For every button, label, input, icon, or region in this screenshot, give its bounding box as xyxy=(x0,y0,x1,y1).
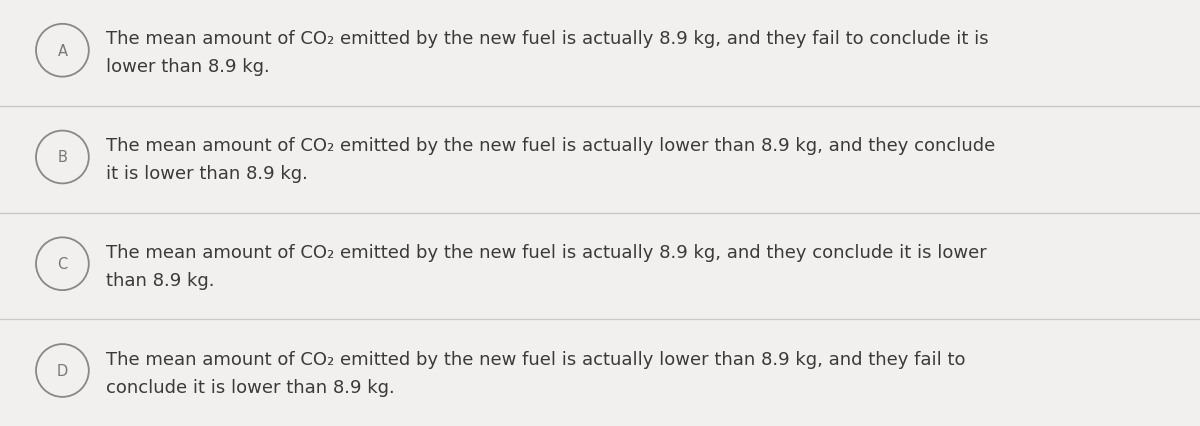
Text: than 8.9 kg.: than 8.9 kg. xyxy=(106,271,214,289)
Text: lower than 8.9 kg.: lower than 8.9 kg. xyxy=(106,58,269,76)
Text: C: C xyxy=(58,256,67,272)
Text: A: A xyxy=(58,43,67,59)
Text: The mean amount of CO₂ emitted by the new fuel is actually 8.9 kg, and they fail: The mean amount of CO₂ emitted by the ne… xyxy=(106,30,989,48)
Text: B: B xyxy=(58,150,67,165)
Text: The mean amount of CO₂ emitted by the new fuel is actually lower than 8.9 kg, an: The mean amount of CO₂ emitted by the ne… xyxy=(106,137,995,155)
Text: D: D xyxy=(56,363,68,378)
Text: The mean amount of CO₂ emitted by the new fuel is actually 8.9 kg, and they conc: The mean amount of CO₂ emitted by the ne… xyxy=(106,243,986,261)
Text: The mean amount of CO₂ emitted by the new fuel is actually lower than 8.9 kg, an: The mean amount of CO₂ emitted by the ne… xyxy=(106,350,965,368)
Text: it is lower than 8.9 kg.: it is lower than 8.9 kg. xyxy=(106,165,307,183)
Text: conclude it is lower than 8.9 kg.: conclude it is lower than 8.9 kg. xyxy=(106,378,395,396)
